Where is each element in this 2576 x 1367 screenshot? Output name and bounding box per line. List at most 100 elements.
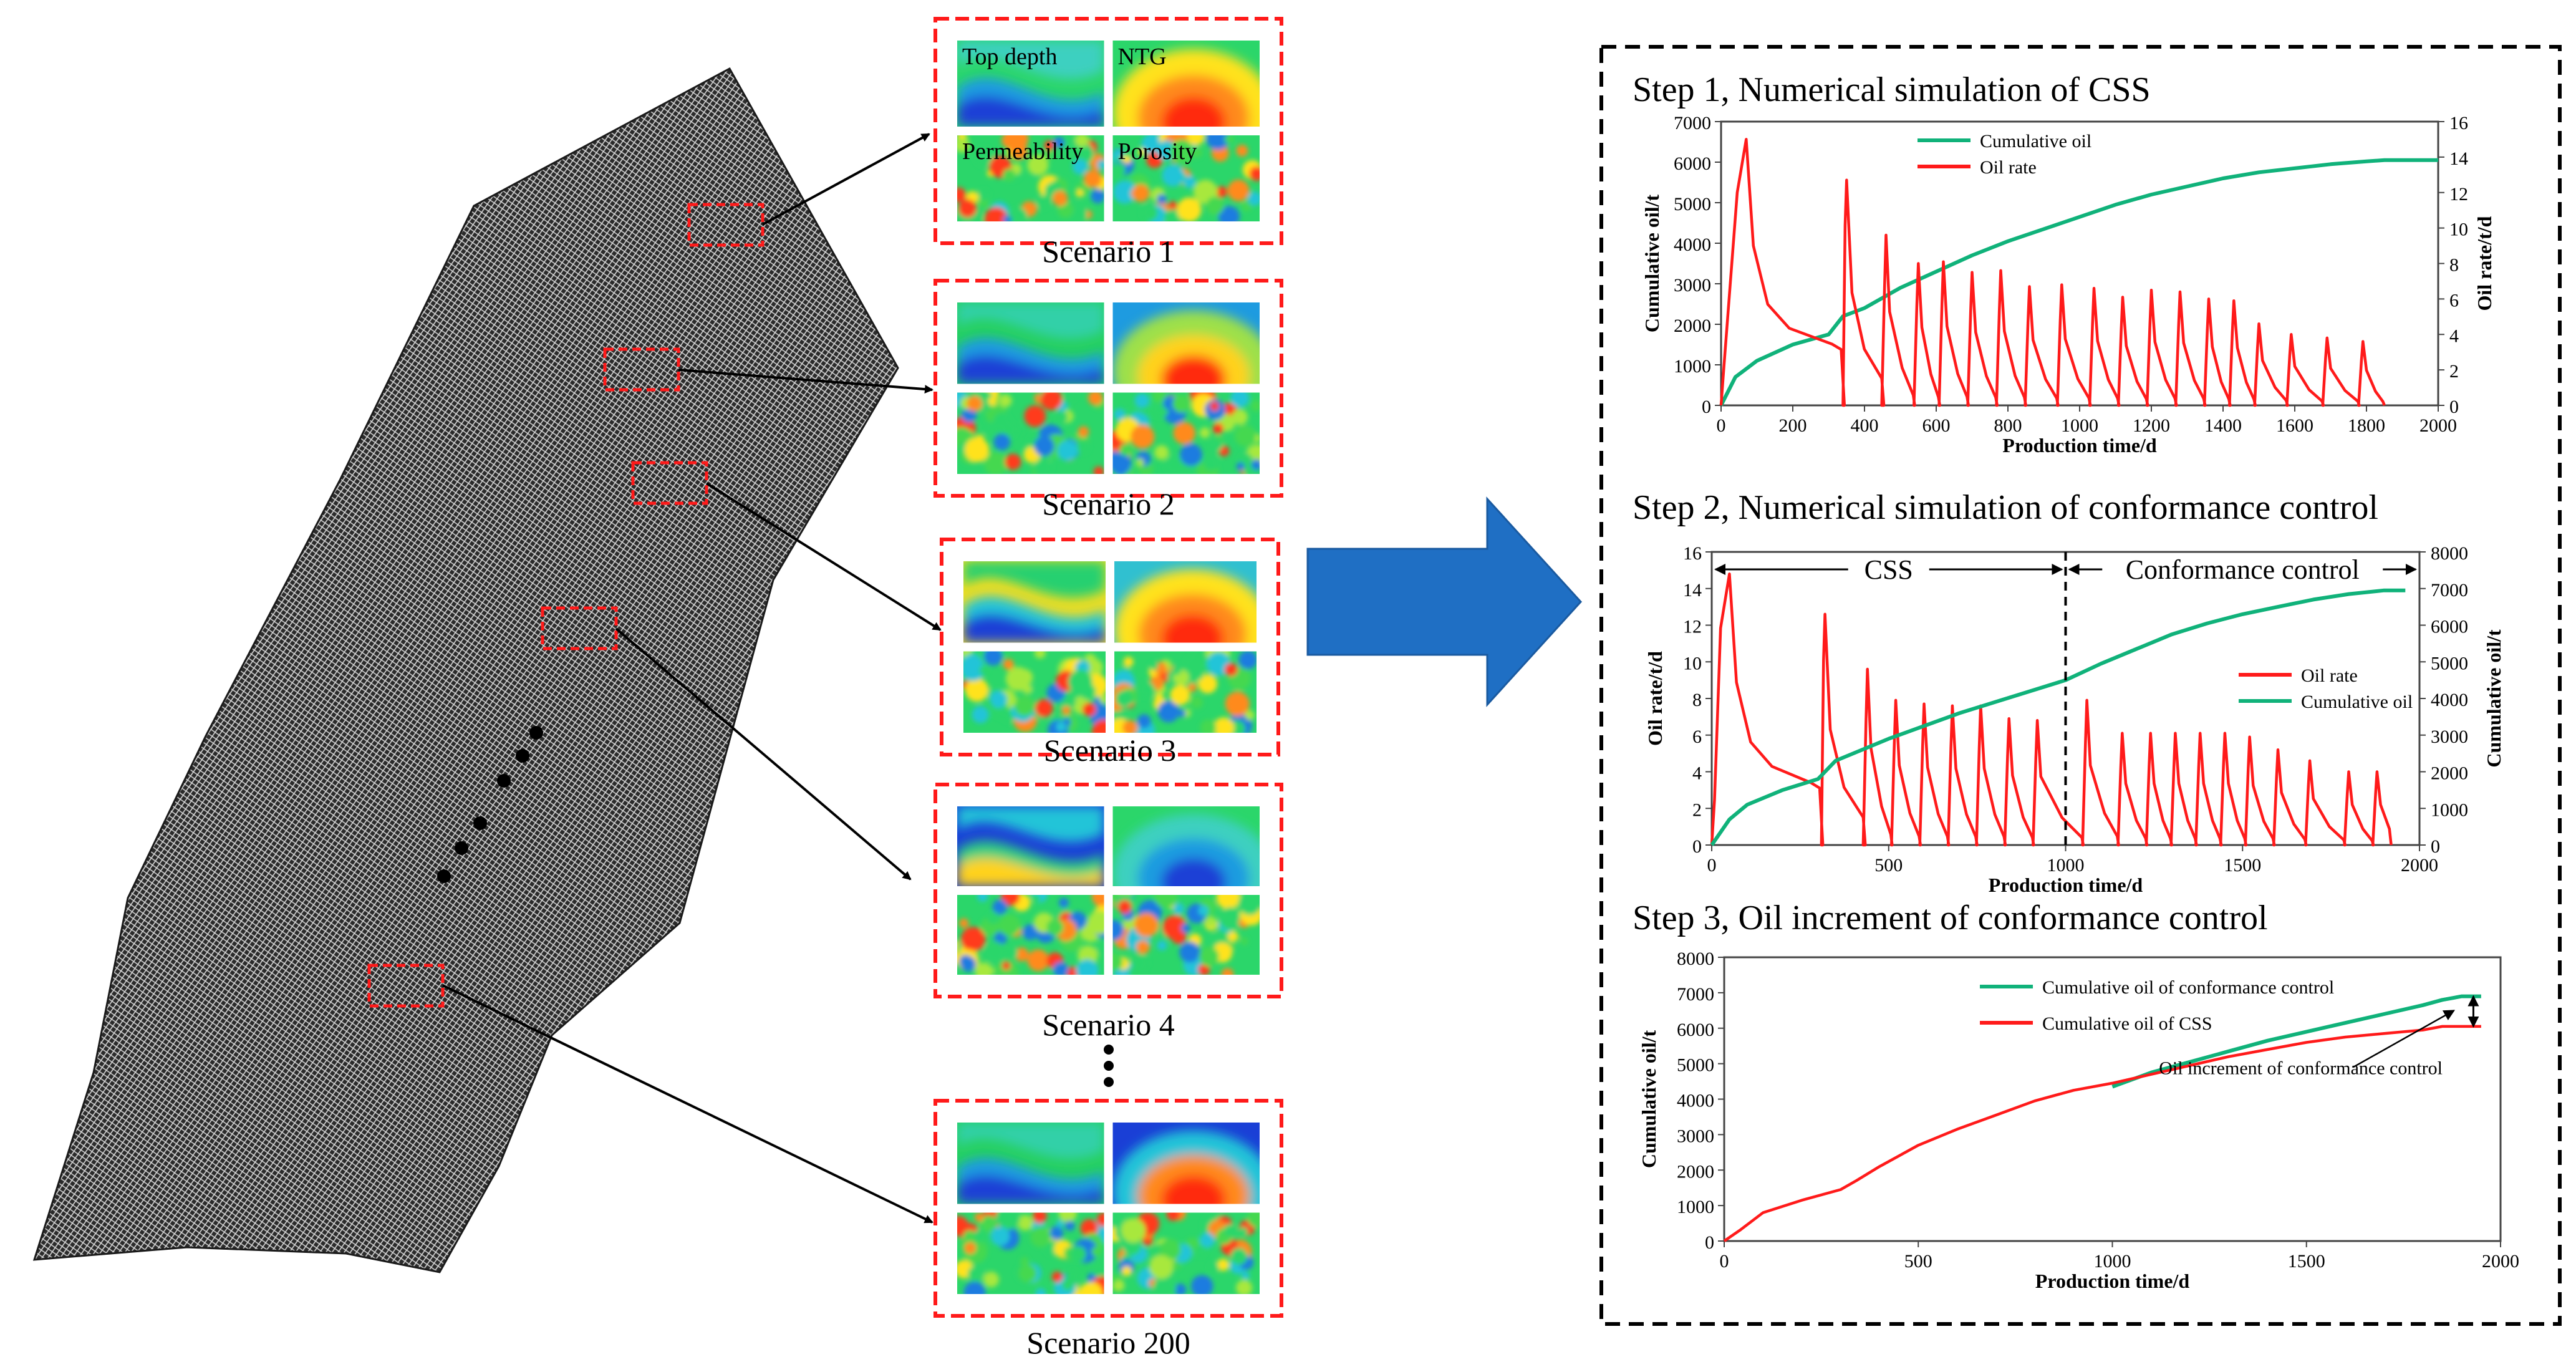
x-tick-label: 1600 — [2276, 415, 2313, 436]
noise-blob — [1154, 895, 1178, 909]
y-axis-label: Oil rate/t/d — [1644, 651, 1666, 746]
noise-blob — [1091, 1247, 1101, 1257]
noise-blob — [1190, 695, 1204, 709]
noise-blob — [987, 912, 1000, 924]
noise-blob — [1234, 425, 1257, 447]
noise-blob — [1149, 661, 1159, 670]
noise-blob — [1024, 405, 1046, 427]
noise-blob — [1227, 931, 1238, 942]
noise-blob — [1191, 147, 1203, 158]
x-tick-label: 500 — [1904, 1251, 1932, 1272]
series-line-cumulative-oil — [1719, 158, 2438, 407]
scenario-panels: Scenario 1 Top depth NTG Permeability Porosi… — [933, 17, 1283, 1360]
noise-blob — [1015, 947, 1029, 962]
noise-blob — [983, 651, 1003, 666]
noise-blob — [960, 927, 986, 952]
x-tick-label: 0 — [1720, 1251, 1729, 1272]
step3-title: Step 3, Oil increment of conformance con… — [1633, 899, 2268, 937]
noise-blob — [1227, 179, 1250, 201]
porosity-map — [1112, 392, 1260, 474]
porosity-map — [1114, 651, 1257, 733]
y-tick-label: 2000 — [1677, 1161, 1714, 1182]
noise-blob — [1053, 962, 1069, 975]
noise-blob — [958, 199, 977, 218]
y-tick-label: 7000 — [1677, 984, 1714, 1005]
y-tick-label: 3000 — [1674, 275, 1711, 296]
contour-band — [963, 561, 1106, 598]
noise-blob — [1236, 462, 1245, 471]
noise-blob — [1162, 164, 1184, 187]
noise-blob — [1190, 1275, 1213, 1294]
noise-blob — [1230, 1247, 1248, 1265]
noise-blob — [1172, 395, 1190, 413]
top-depth-map — [957, 1123, 1104, 1204]
noise-blob — [988, 397, 998, 406]
noise-blob — [1223, 1224, 1237, 1237]
noise-blob — [1245, 710, 1255, 720]
noise-blob — [1091, 895, 1104, 908]
noise-blob — [1157, 194, 1167, 204]
contour-blobs — [957, 302, 1104, 384]
noise-blob — [974, 1229, 988, 1243]
noise-blob — [1009, 207, 1028, 221]
contour-blob — [1161, 1175, 1226, 1204]
noise-blob — [1069, 1245, 1086, 1262]
increment-label: Oil increment of conformance control — [2159, 1058, 2443, 1079]
y-tick-label: 1000 — [1677, 1197, 1714, 1217]
noise-blob — [1136, 940, 1150, 954]
noise-field — [1112, 895, 1260, 975]
contour-band — [957, 1123, 1104, 1159]
noise-blob — [1247, 1212, 1260, 1228]
noise-blob — [1224, 663, 1238, 677]
noise-blob — [1064, 392, 1078, 402]
noise-blob — [1034, 651, 1046, 659]
noise-blob — [1170, 685, 1190, 705]
x-tick-label: 1000 — [2061, 415, 2098, 436]
contour-band — [957, 96, 1104, 127]
x-tick-label: 500 — [1874, 855, 1903, 876]
top-depth-map — [957, 41, 1104, 127]
noise-blob — [983, 941, 1006, 964]
noise-blob — [1049, 1226, 1064, 1240]
mesh-box-3 — [631, 461, 708, 505]
noise-blob — [1116, 466, 1126, 474]
ellipsis-dots-mesh — [437, 726, 543, 883]
noise-blob — [1199, 946, 1219, 967]
noise-blob — [1187, 135, 1205, 145]
noise-blob — [1057, 440, 1078, 461]
noise-blob — [1194, 1245, 1207, 1258]
noise-blob — [980, 1215, 998, 1233]
y-tick-label: 2000 — [1674, 316, 1711, 336]
series-line-cumulative-oil — [1710, 588, 2406, 846]
noise-blob — [1206, 196, 1224, 215]
legend-label: Cumulative oil of CSS — [2042, 1013, 2212, 1034]
noise-field — [1114, 651, 1257, 733]
noise-blob — [1075, 135, 1089, 147]
noise-blob — [1062, 1279, 1074, 1291]
noise-blob — [1068, 669, 1093, 695]
noise-blob — [1043, 150, 1054, 160]
noise-blob — [965, 678, 989, 702]
y-tick-label: 12 — [1683, 617, 1702, 637]
noise-blob — [1083, 170, 1102, 188]
noise-blob — [1230, 392, 1250, 408]
noise-blob — [1173, 903, 1185, 915]
noise-blob — [1179, 443, 1202, 466]
noise-blob — [1072, 159, 1088, 175]
contour-blobs — [1112, 311, 1260, 384]
noise-blob — [1178, 709, 1186, 718]
noise-blob — [1044, 140, 1054, 151]
noise-blob — [1005, 667, 1030, 692]
noise-blob — [1199, 1232, 1215, 1248]
x-axis-label: Production time/d — [2035, 1270, 2190, 1292]
scenario-label: Scenario 4 — [1042, 1007, 1174, 1042]
noise-blob — [1121, 1266, 1132, 1277]
noise-blob — [1027, 154, 1049, 176]
y2-tick-label: 7000 — [2431, 580, 2468, 601]
noise-blob — [1173, 422, 1195, 445]
y-tick-label: 14 — [1683, 580, 1702, 601]
noise-blob — [1134, 393, 1150, 408]
legend-label: Oil rate — [1980, 157, 2037, 178]
y-tick-label: 8 — [1692, 690, 1702, 710]
